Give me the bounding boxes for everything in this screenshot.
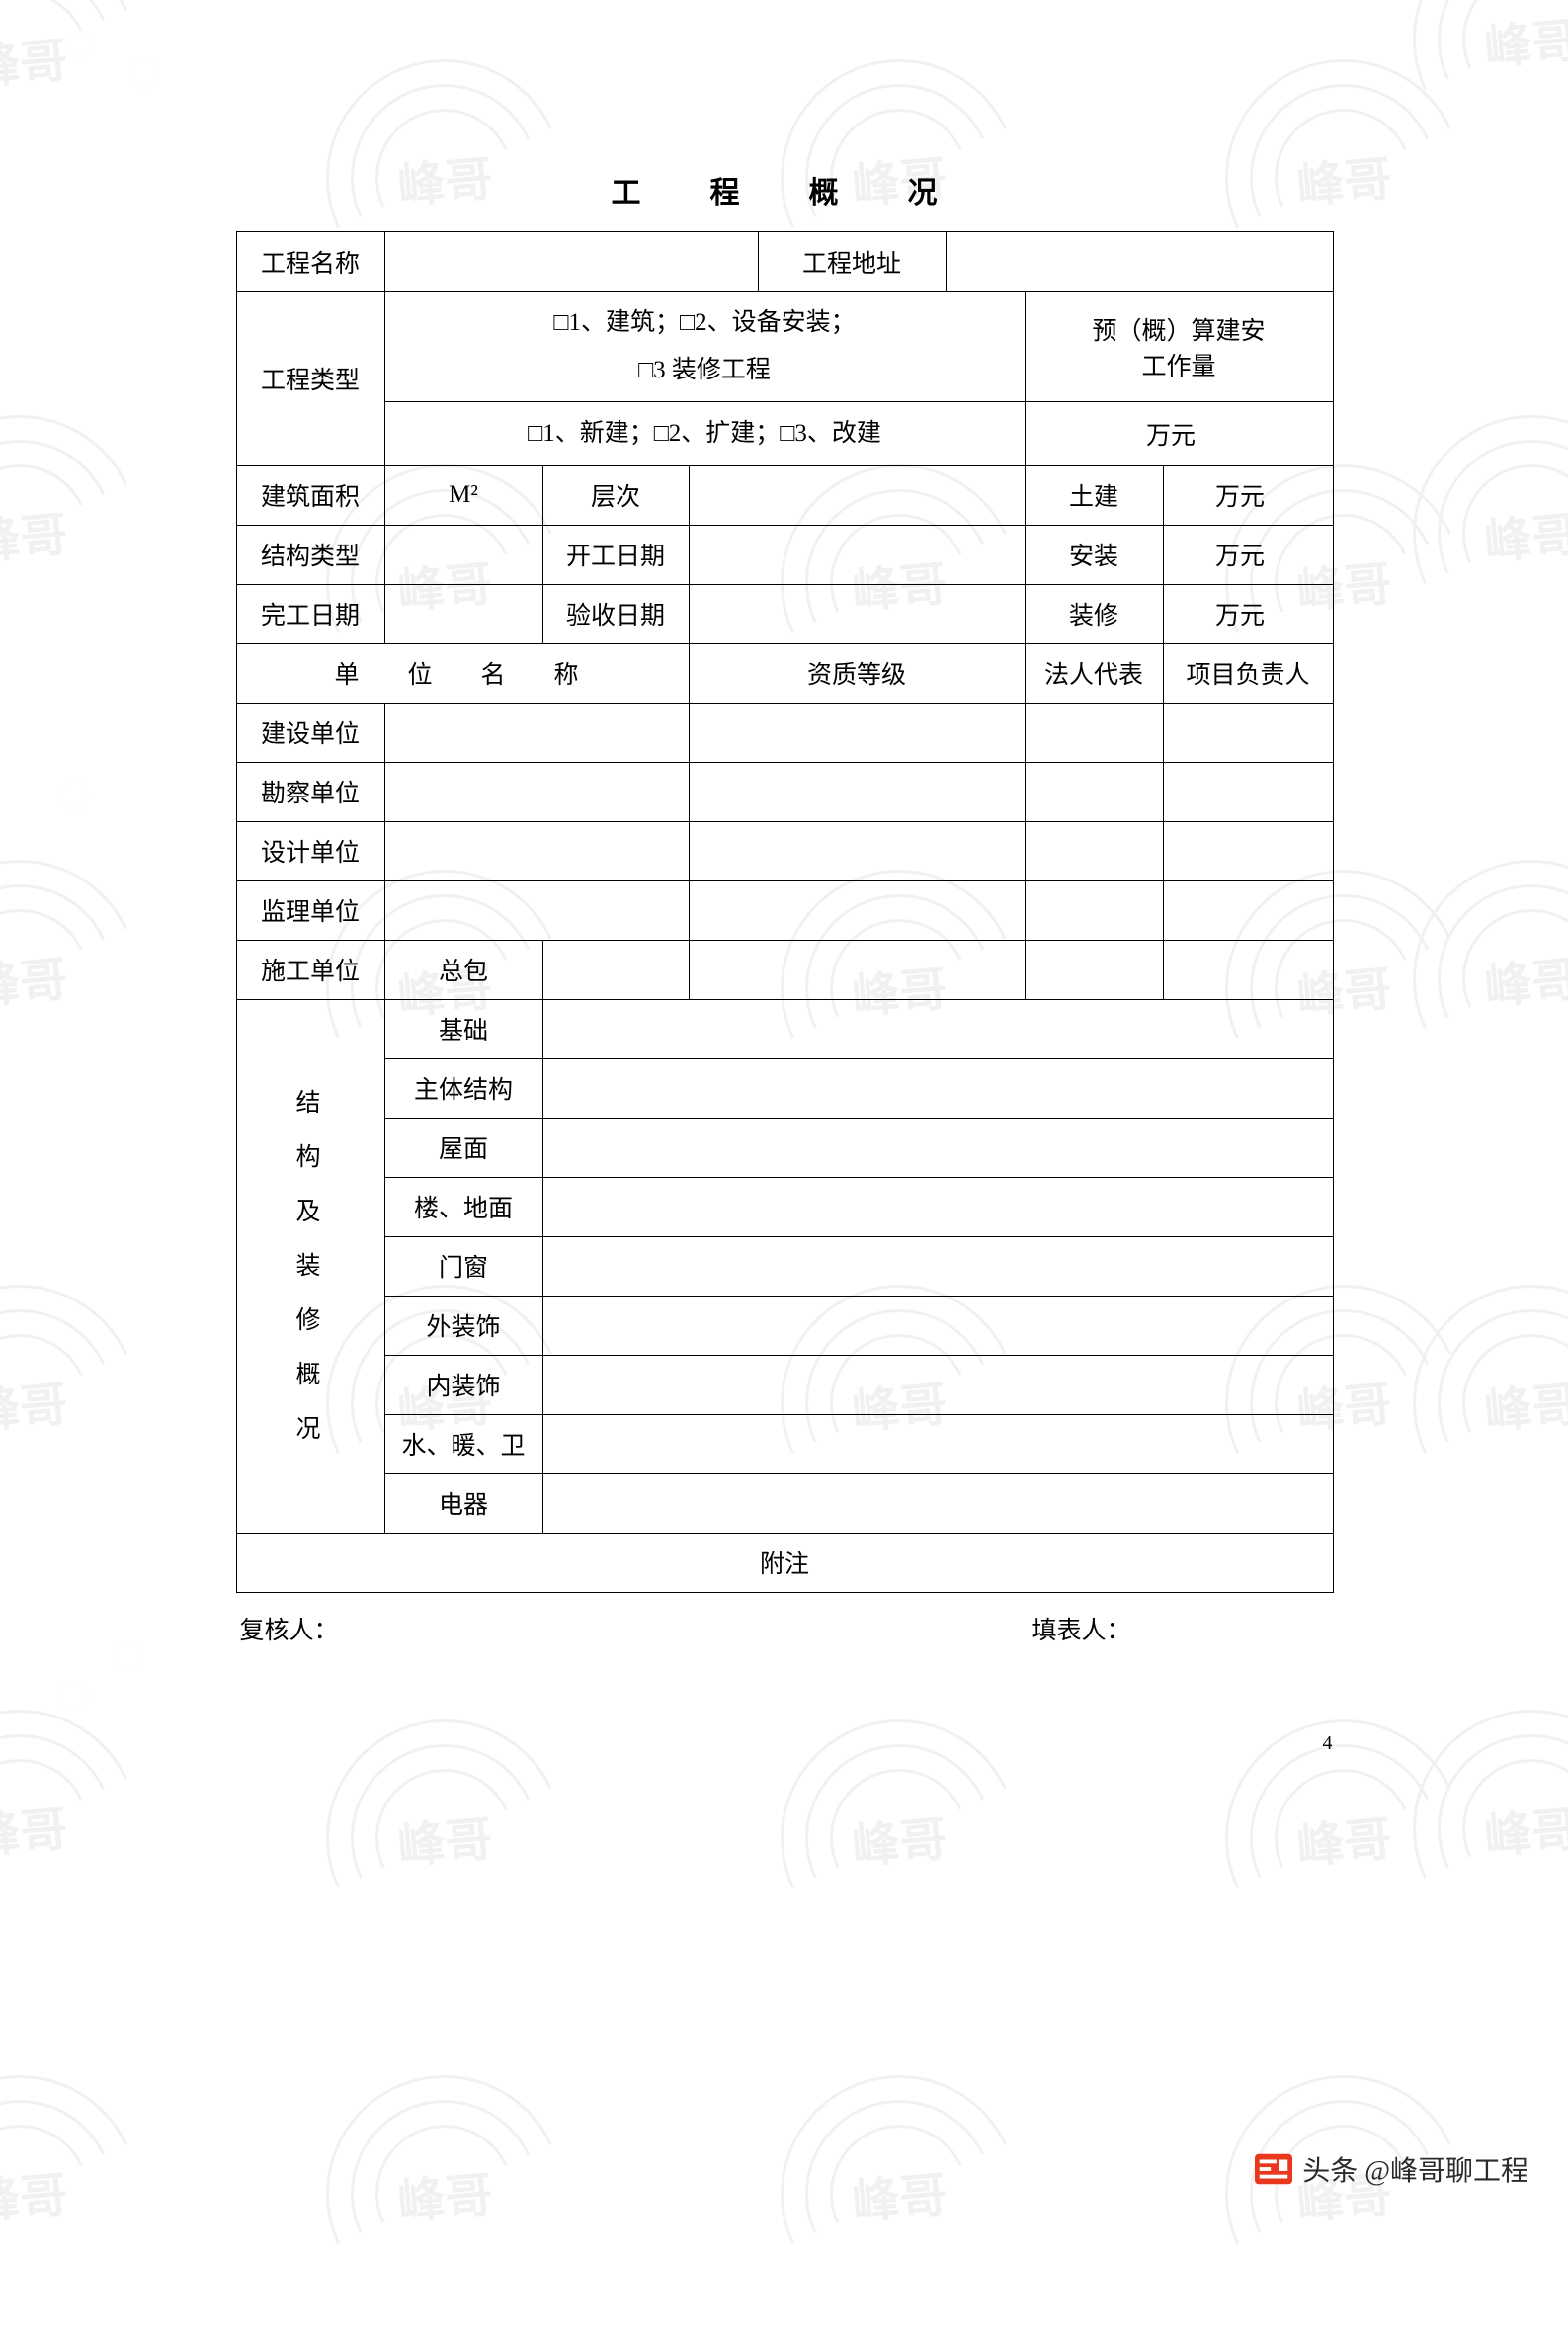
label-floor-ground: 楼、地面 (384, 1177, 542, 1236)
label-foundation: 基础 (384, 999, 542, 1058)
page-number: 4 (1323, 1732, 1333, 1755)
field-water-heat[interactable] (542, 1414, 1333, 1473)
field-build-unit-leader[interactable] (1163, 703, 1333, 762)
field-construct-unit-legal[interactable] (1025, 940, 1163, 999)
label-floors: 层次 (542, 465, 689, 525)
field-ext-decor[interactable] (542, 1296, 1333, 1355)
label-construct-unit: 施工单位 (236, 940, 384, 999)
field-civil[interactable]: 万元 (1163, 465, 1333, 525)
field-install[interactable]: 万元 (1163, 525, 1333, 584)
label-supervise-unit: 监理单位 (236, 880, 384, 940)
label-decor: 装修 (1025, 584, 1163, 643)
field-build-unit-legal[interactable] (1025, 703, 1163, 762)
signature-row: 复核人： 填表人： (236, 1611, 1333, 1646)
field-construct-unit-leader[interactable] (1163, 940, 1333, 999)
label-budget: 预（概）算建安 工作量 (1025, 292, 1333, 402)
field-project-addr[interactable] (946, 232, 1333, 292)
field-decor[interactable]: 万元 (1163, 584, 1333, 643)
label-project-name: 工程名称 (236, 232, 384, 292)
field-roof[interactable] (542, 1118, 1333, 1177)
field-project-type-1[interactable]: □1、建筑；□2、设备安装； □3 装修工程 (384, 292, 1025, 402)
field-design-unit-qual[interactable] (689, 821, 1025, 880)
field-supervise-unit-legal[interactable] (1025, 880, 1163, 940)
field-accept-date[interactable] (689, 584, 1025, 643)
field-supervise-unit-name[interactable] (384, 880, 689, 940)
field-finish-date[interactable] (384, 584, 542, 643)
field-start-date[interactable] (689, 525, 1025, 584)
label-struct-decor-overview: 结构及装修概况 (236, 999, 384, 1533)
header-qual-grade: 资质等级 (689, 643, 1025, 703)
label-build-unit: 建设单位 (236, 703, 384, 762)
field-doors-windows[interactable] (542, 1236, 1333, 1296)
label-water-heat: 水、暖、卫 (384, 1414, 542, 1473)
field-build-unit-name[interactable] (384, 703, 689, 762)
header-unit-name: 单 位 名 称 (236, 643, 689, 703)
project-overview-table: 工程名称 工程地址 工程类型 □1、建筑；□2、设备安装； □3 装修工程 预（… (236, 231, 1334, 1593)
label-struct-type: 结构类型 (236, 525, 384, 584)
field-floors[interactable] (689, 465, 1025, 525)
field-build-unit-qual[interactable] (689, 703, 1025, 762)
label-electric: 电器 (384, 1473, 542, 1533)
field-design-unit-name[interactable] (384, 821, 689, 880)
field-design-unit-legal[interactable] (1025, 821, 1163, 880)
label-filler: 填表人： (1032, 1611, 1130, 1646)
toutiao-icon (1255, 2153, 1292, 2185)
type-opts-1: □1、建筑；□2、设备安装； (399, 299, 1011, 347)
field-note[interactable]: 附注 (236, 1533, 1333, 1592)
label-design-unit: 设计单位 (236, 821, 384, 880)
field-foundation[interactable] (542, 999, 1333, 1058)
field-design-unit-leader[interactable] (1163, 821, 1333, 880)
label-start-date: 开工日期 (542, 525, 689, 584)
label-project-addr: 工程地址 (758, 232, 946, 292)
field-survey-unit-qual[interactable] (689, 762, 1025, 821)
field-construct-unit-name[interactable] (542, 940, 689, 999)
field-survey-unit-name[interactable] (384, 762, 689, 821)
label-accept-date: 验收日期 (542, 584, 689, 643)
budget-l1: 预（概）算建安 (1030, 311, 1329, 347)
byline-text: 头条 @峰哥聊工程 (1302, 2149, 1528, 2189)
label-general-contract: 总包 (384, 940, 542, 999)
header-proj-leader: 项目负责人 (1163, 643, 1333, 703)
budget-l2: 工作量 (1030, 347, 1329, 382)
label-roof: 屋面 (384, 1118, 542, 1177)
field-int-decor[interactable] (542, 1355, 1333, 1414)
label-finish-date: 完工日期 (236, 584, 384, 643)
label-install: 安装 (1025, 525, 1163, 584)
source-byline: 头条 @峰哥聊工程 (1255, 2149, 1528, 2189)
label-project-type: 工程类型 (236, 292, 384, 466)
label-int-decor: 内装饰 (384, 1355, 542, 1414)
type-opts-1b: □3 装修工程 (399, 347, 1011, 394)
form-page: 工 程 概 况 工程名称 工程地址 工程类型 □1、建筑；□2、设备安装； □3… (236, 0, 1333, 1646)
page-title: 工 程 概 况 (236, 168, 1333, 211)
label-civil: 土建 (1025, 465, 1163, 525)
field-budget-total[interactable]: 万元 (1025, 402, 1333, 466)
label-reviewer: 复核人： (240, 1611, 339, 1646)
field-project-type-2[interactable]: □1、新建；□2、扩建；□3、改建 (384, 402, 1025, 466)
label-main-struct: 主体结构 (384, 1058, 542, 1118)
field-main-struct[interactable] (542, 1058, 1333, 1118)
field-floor-ground[interactable] (542, 1177, 1333, 1236)
label-ext-decor: 外装饰 (384, 1296, 542, 1355)
label-note: 附注 (760, 1551, 809, 1578)
field-survey-unit-legal[interactable] (1025, 762, 1163, 821)
field-supervise-unit-qual[interactable] (689, 880, 1025, 940)
label-survey-unit: 勘察单位 (236, 762, 384, 821)
field-project-name[interactable] (384, 232, 758, 292)
field-construct-unit-qual[interactable] (689, 940, 1025, 999)
header-legal-rep: 法人代表 (1025, 643, 1163, 703)
label-build-area: 建筑面积 (236, 465, 384, 525)
label-doors-windows: 门窗 (384, 1236, 542, 1296)
field-struct-type[interactable] (384, 525, 542, 584)
field-supervise-unit-leader[interactable] (1163, 880, 1333, 940)
field-survey-unit-leader[interactable] (1163, 762, 1333, 821)
field-electric[interactable] (542, 1473, 1333, 1533)
field-build-area[interactable]: M² (384, 465, 542, 525)
